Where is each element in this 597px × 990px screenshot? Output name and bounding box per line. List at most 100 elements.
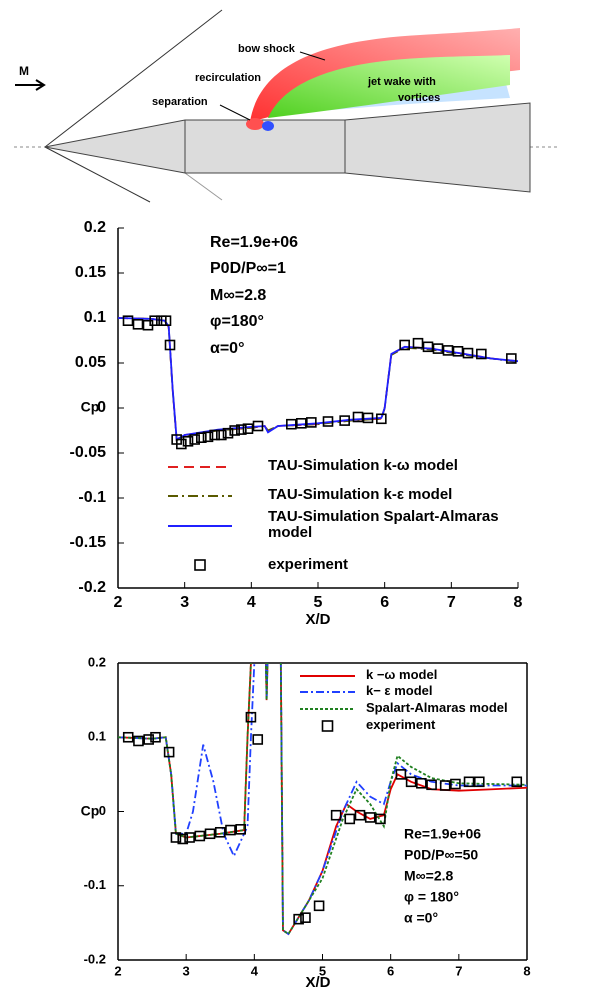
separation-label: separation bbox=[152, 96, 208, 108]
legend-item: Spalart-Almaras model bbox=[366, 701, 508, 715]
data-point bbox=[293, 913, 304, 925]
freestream-label: M bbox=[19, 64, 29, 78]
data-point bbox=[476, 348, 487, 360]
data-point bbox=[362, 412, 374, 424]
y-tick-label: -0.1 bbox=[78, 489, 106, 506]
x-tick-label: 8 bbox=[514, 594, 523, 611]
x-tick-label: 3 bbox=[180, 594, 189, 611]
missile-body bbox=[44, 102, 531, 193]
data-point bbox=[313, 900, 325, 912]
x-axis-label: X/D bbox=[305, 974, 330, 990]
data-point bbox=[432, 343, 444, 354]
series-line bbox=[118, 663, 527, 936]
data-point bbox=[463, 776, 475, 788]
data-point bbox=[160, 315, 172, 327]
data-point bbox=[439, 780, 451, 791]
diagram: M bow shock recirculation separation jet… bbox=[14, 9, 560, 203]
annotation: P0D/P∞=1 bbox=[210, 260, 286, 277]
data-point bbox=[133, 735, 144, 747]
data-point bbox=[252, 734, 264, 745]
data-point bbox=[426, 779, 437, 791]
legend-item: experiment bbox=[366, 718, 435, 731]
y-tick-label: 0.2 bbox=[88, 654, 106, 669]
data-point bbox=[214, 826, 226, 838]
data-point bbox=[339, 415, 350, 426]
x-tick-label: 6 bbox=[387, 963, 394, 978]
data-point bbox=[462, 347, 474, 359]
annotation: Re=1.9e+06 bbox=[404, 826, 481, 842]
y-tick-label: 0.15 bbox=[75, 264, 106, 281]
data-point bbox=[194, 830, 206, 842]
data-point bbox=[330, 809, 342, 821]
y-axis-label: Cp bbox=[81, 803, 100, 819]
y-axis-label: Cp bbox=[81, 399, 100, 415]
y-tick-label: 0 bbox=[97, 399, 106, 416]
x-tick-label: 7 bbox=[455, 963, 462, 978]
annotation: φ = 180° bbox=[404, 889, 459, 905]
data-point bbox=[182, 435, 194, 447]
annotation: M∞=2.8 bbox=[404, 868, 453, 884]
data-point bbox=[506, 353, 517, 364]
data-point bbox=[204, 828, 216, 840]
data-point bbox=[450, 778, 461, 790]
data-point bbox=[132, 318, 144, 330]
data-point bbox=[245, 711, 257, 723]
data-point bbox=[164, 339, 176, 351]
data-point bbox=[300, 912, 311, 923]
data-point bbox=[209, 429, 220, 441]
legend-label: k −ω model bbox=[366, 668, 438, 682]
data-point bbox=[399, 339, 410, 351]
legend-label: TAU-Simulation k-ω model bbox=[268, 458, 458, 474]
data-point bbox=[511, 776, 523, 788]
annotation: α =0° bbox=[404, 910, 438, 926]
data-point bbox=[473, 776, 485, 788]
series-line bbox=[118, 663, 527, 936]
data-point bbox=[170, 832, 182, 843]
annotation: P0D/P∞=50 bbox=[404, 847, 478, 863]
data-point bbox=[202, 431, 214, 443]
data-point bbox=[296, 417, 307, 429]
data-point bbox=[225, 824, 236, 836]
series-line bbox=[118, 317, 518, 441]
y-tick-label: -0.1 bbox=[84, 877, 106, 892]
y-tick-label: -0.15 bbox=[70, 534, 107, 551]
recirculation-label: recirculation bbox=[195, 72, 261, 84]
data-point bbox=[395, 769, 407, 780]
data-point bbox=[252, 420, 264, 432]
data-point bbox=[286, 418, 297, 430]
plot-area bbox=[118, 315, 518, 450]
data-point bbox=[344, 813, 356, 825]
x-axis-label: X/D bbox=[305, 611, 330, 628]
data-point bbox=[452, 345, 464, 357]
shock-line bbox=[44, 146, 151, 203]
jet-wake-label: jet wake with bbox=[367, 76, 436, 88]
x-tick-label: 6 bbox=[380, 594, 389, 611]
jet-wake bbox=[268, 55, 510, 118]
x-tick-label: 7 bbox=[447, 594, 456, 611]
flow-arrow-head bbox=[35, 79, 46, 91]
data-point bbox=[442, 345, 454, 356]
pointer bbox=[219, 104, 251, 121]
jet-wake-label: vortices bbox=[398, 92, 440, 104]
y-tick-label: -0.2 bbox=[78, 579, 106, 596]
y-tick-label: -0.05 bbox=[70, 444, 107, 461]
data-point bbox=[189, 434, 200, 445]
legend-item: TAU-Simulation k-ω model bbox=[268, 458, 458, 474]
legend-item: experiment bbox=[268, 557, 348, 572]
legend-item: TAU-Simulation Spalart-Almaras model bbox=[268, 509, 499, 540]
series-line bbox=[118, 317, 518, 441]
data-point bbox=[422, 341, 434, 353]
x-tick-label: 8 bbox=[523, 963, 530, 978]
x-tick-label: 4 bbox=[251, 963, 259, 978]
plot-area bbox=[118, 663, 527, 936]
data-point bbox=[216, 429, 227, 441]
y-tick-label: -0.2 bbox=[84, 951, 106, 966]
data-point bbox=[122, 731, 134, 743]
data-point bbox=[405, 776, 417, 788]
data-point bbox=[375, 813, 386, 825]
pointer bbox=[299, 51, 326, 61]
legend-label: Spalart-Almaras model bbox=[366, 701, 508, 715]
x-tick-label: 2 bbox=[114, 594, 123, 611]
